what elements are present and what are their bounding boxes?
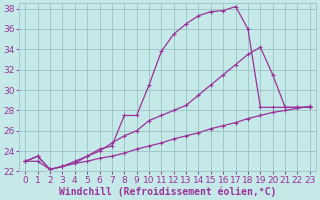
- X-axis label: Windchill (Refroidissement éolien,°C): Windchill (Refroidissement éolien,°C): [59, 186, 276, 197]
